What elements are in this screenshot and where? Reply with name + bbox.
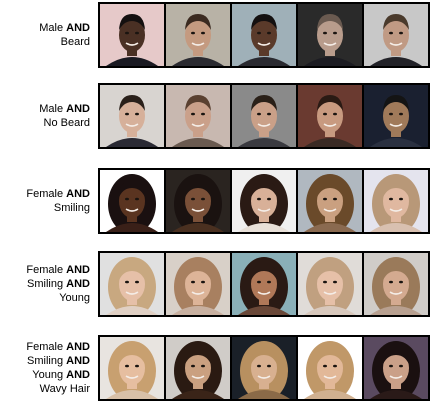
attribute-label: Female AND Smiling AND Young xyxy=(0,263,90,305)
generated-face-image xyxy=(364,4,428,66)
generated-face-image xyxy=(364,253,428,315)
attribute-text: Smiling xyxy=(27,355,67,367)
generated-face-image xyxy=(298,85,362,147)
attribute-text: Smiling xyxy=(27,278,67,290)
attribute-text: Beard xyxy=(60,36,90,48)
generated-face-image xyxy=(232,170,296,232)
face-sample-strip xyxy=(98,335,430,401)
generated-face-image xyxy=(298,170,362,232)
generated-face-image xyxy=(364,170,428,232)
attribute-label-line: Smiling AND xyxy=(0,277,90,291)
generated-face-image xyxy=(166,4,230,66)
attribute-label-line: No Beard xyxy=(0,116,90,130)
face-sample-strip xyxy=(98,2,430,68)
generated-face-image xyxy=(364,337,428,399)
generated-face-image xyxy=(364,85,428,147)
generated-face-image xyxy=(166,170,230,232)
attribute-label-line: Female AND xyxy=(0,340,90,354)
attribute-label-line: Wavy Hair xyxy=(0,382,90,396)
generated-face-image xyxy=(232,337,296,399)
generated-face-image xyxy=(298,4,362,66)
attribute-label-line: Young AND xyxy=(0,368,90,382)
generated-face-image xyxy=(232,253,296,315)
attribute-text: Smiling xyxy=(53,202,90,214)
attribute-label-line: Smiling AND xyxy=(0,354,90,368)
attribute-label-line: Female AND xyxy=(0,263,90,277)
attribute-text: Female xyxy=(26,188,67,200)
attribute-label: Male AND No Beard xyxy=(0,102,90,130)
generated-face-image xyxy=(166,337,230,399)
face-sample-strip xyxy=(98,83,430,149)
generated-face-image xyxy=(232,85,296,147)
and-operator-text: AND xyxy=(66,103,90,115)
attribute-text: Male xyxy=(39,22,67,34)
generated-face-image xyxy=(298,337,362,399)
and-operator-text: AND xyxy=(66,22,90,34)
and-operator-text: AND xyxy=(66,278,90,290)
generated-face-image xyxy=(166,85,230,147)
attribute-label: Female AND Smiling xyxy=(0,187,90,215)
generated-face-image xyxy=(298,253,362,315)
attribute-label-line: Female AND xyxy=(0,187,90,201)
attribute-label-line: Young xyxy=(0,291,90,305)
and-operator-text: AND xyxy=(66,341,90,353)
and-operator-text: AND xyxy=(66,355,90,367)
generated-face-image xyxy=(100,337,164,399)
attribute-label: Female AND Smiling AND Young AND Wavy Hair xyxy=(0,340,90,396)
and-operator-text: AND xyxy=(66,369,90,381)
attribute-label-line: Smiling xyxy=(0,201,90,215)
generated-face-image xyxy=(100,253,164,315)
attribute-text: No Beard xyxy=(43,117,90,129)
generated-face-image xyxy=(166,253,230,315)
attribute-text: Wavy Hair xyxy=(39,383,90,395)
and-operator-text: AND xyxy=(66,188,90,200)
generated-face-image xyxy=(100,4,164,66)
attribute-label-line: Beard xyxy=(0,35,90,49)
and-operator-text: AND xyxy=(66,264,90,276)
generated-face-image xyxy=(232,4,296,66)
face-sample-strip xyxy=(98,168,430,234)
attribute-text: Female xyxy=(26,341,67,353)
attribute-text: Young xyxy=(32,369,67,381)
attribute-label: Male AND Beard xyxy=(0,21,90,49)
generated-face-image xyxy=(100,170,164,232)
attribute-text: Male xyxy=(39,103,67,115)
face-sample-strip xyxy=(98,251,430,317)
attribute-label-line: Male AND xyxy=(0,102,90,116)
attribute-label-line: Male AND xyxy=(0,21,90,35)
attribute-text: Female xyxy=(26,264,67,276)
generated-face-image xyxy=(100,85,164,147)
attribute-text: Young xyxy=(59,292,90,304)
